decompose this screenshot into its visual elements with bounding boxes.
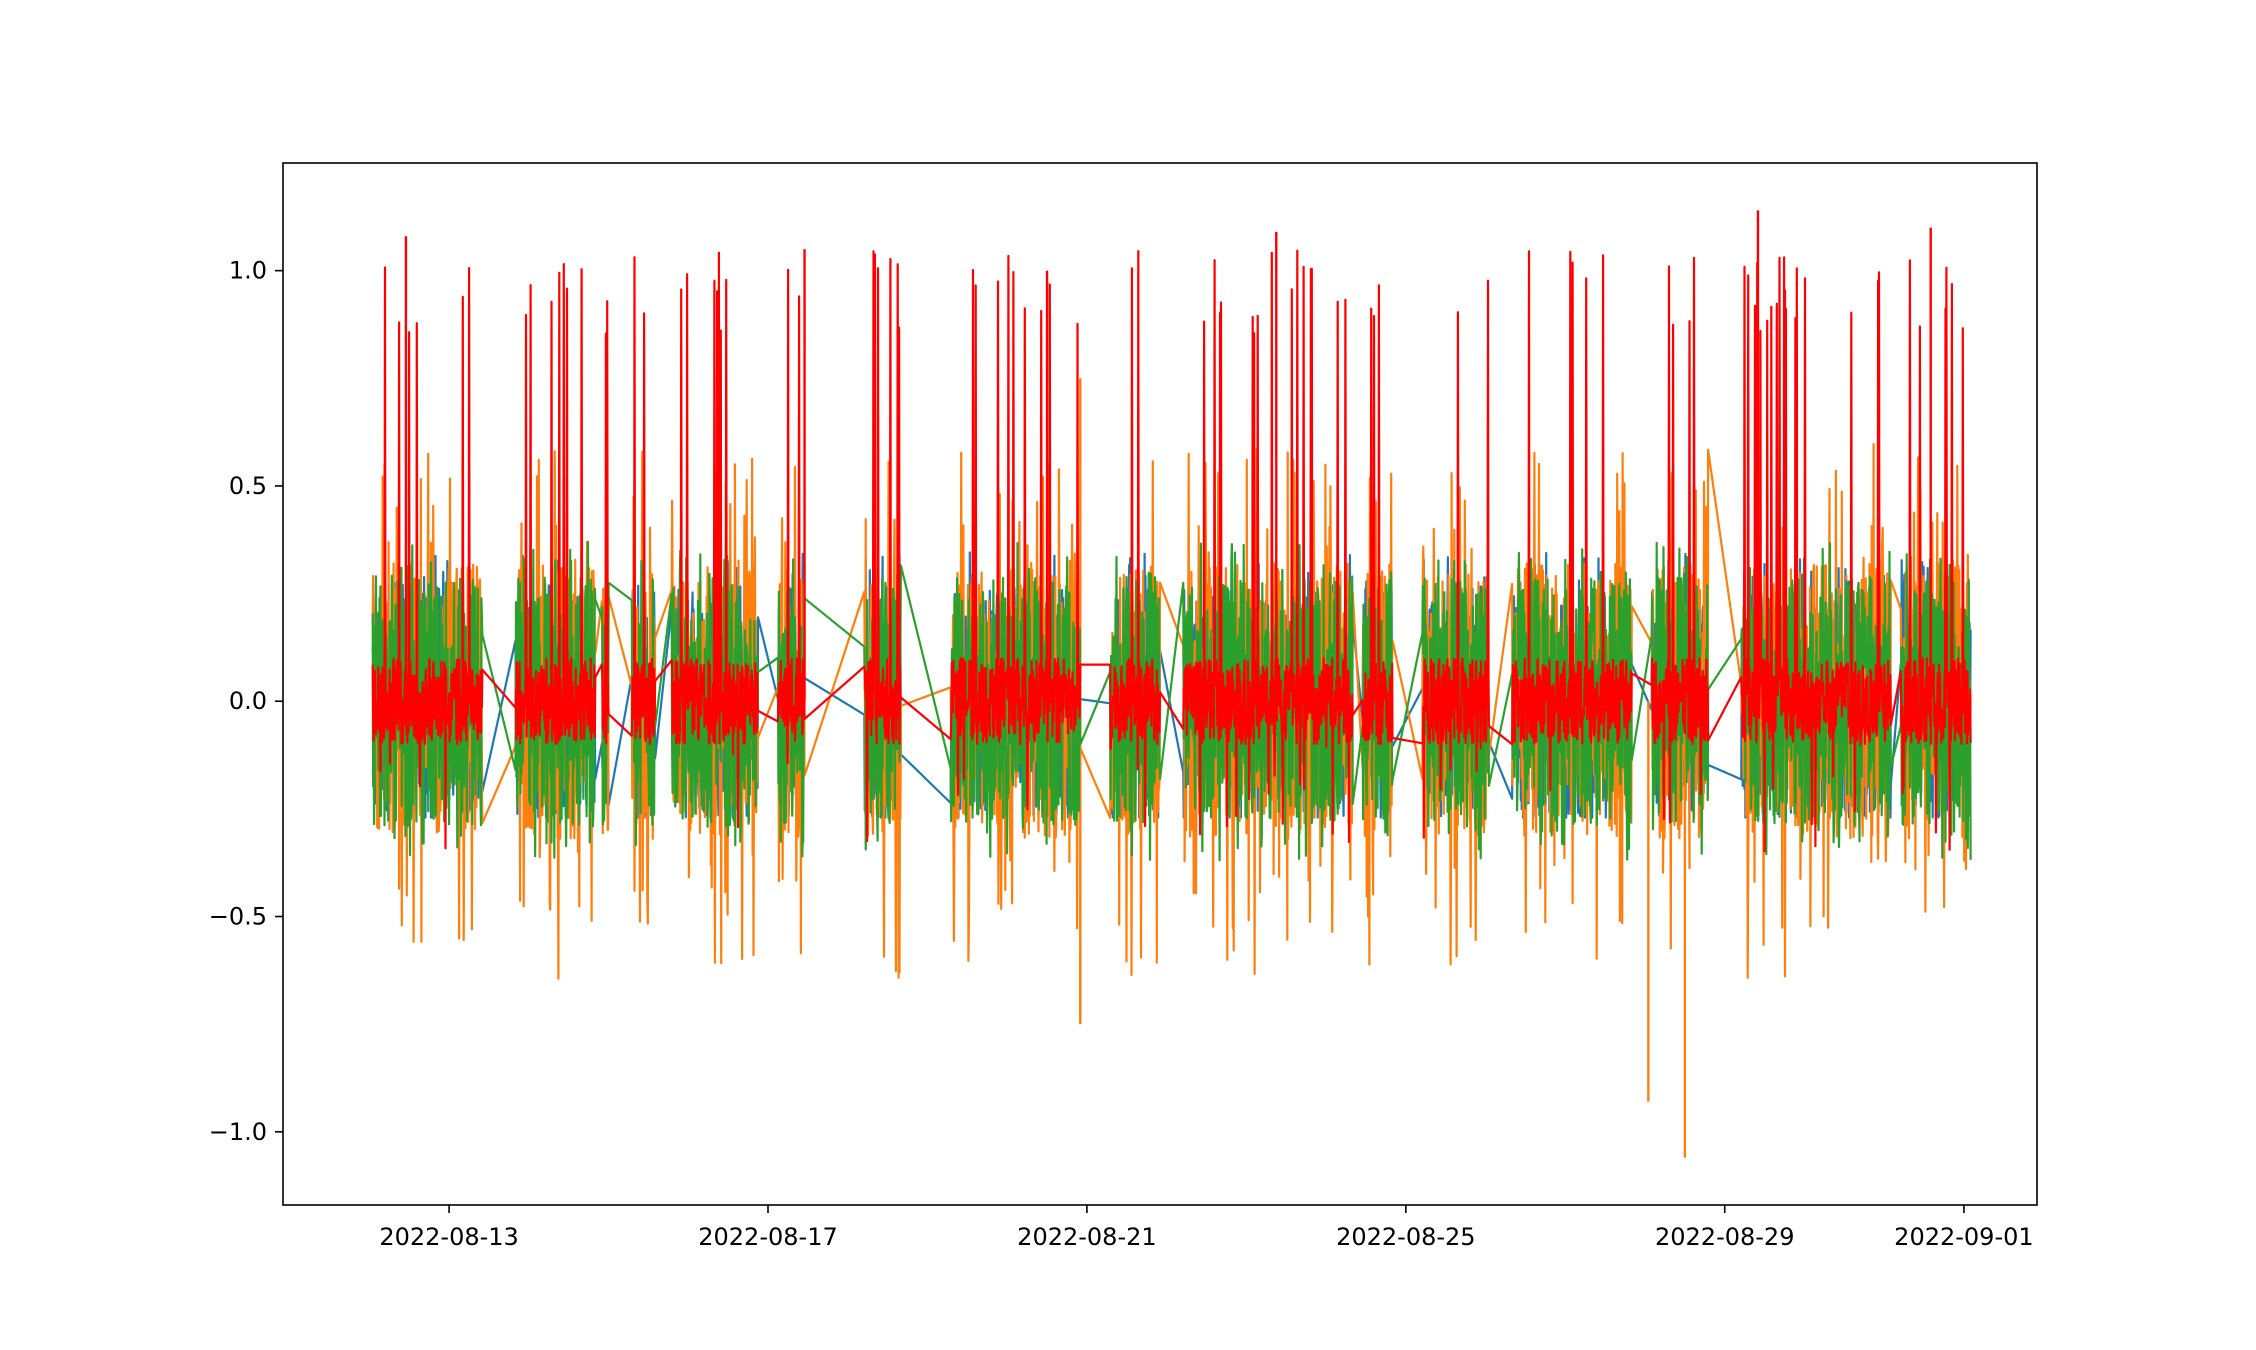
x-tick-label: 2022-09-01 <box>1894 1223 2033 1251</box>
x-tick-label: 2022-08-25 <box>1336 1223 1475 1251</box>
y-tick-label: 0.0 <box>229 687 267 715</box>
y-tick-label: −0.5 <box>209 903 267 931</box>
x-axis: 2022-08-13 2022-08-17 2022-08-21 2022-08-25… <box>379 1205 2034 1251</box>
x-tick-label: 2022-08-29 <box>1655 1223 1794 1251</box>
x-tick-label: 2022-08-21 <box>1017 1223 1156 1251</box>
series-3 <box>371 210 1972 853</box>
y-tick-label: 0.5 <box>229 472 267 500</box>
x-tick-label: 2022-08-13 <box>379 1223 518 1251</box>
plot-frame <box>282 162 2038 1206</box>
y-tick-label: −1.0 <box>209 1118 267 1146</box>
x-tick-label: 2022-08-17 <box>698 1223 837 1251</box>
series-layer <box>371 210 1972 1158</box>
y-tick-label: 1.0 <box>229 257 267 285</box>
y-axis: 1.0 0.5 0.0 −0.5 −1.0 <box>209 257 283 1146</box>
